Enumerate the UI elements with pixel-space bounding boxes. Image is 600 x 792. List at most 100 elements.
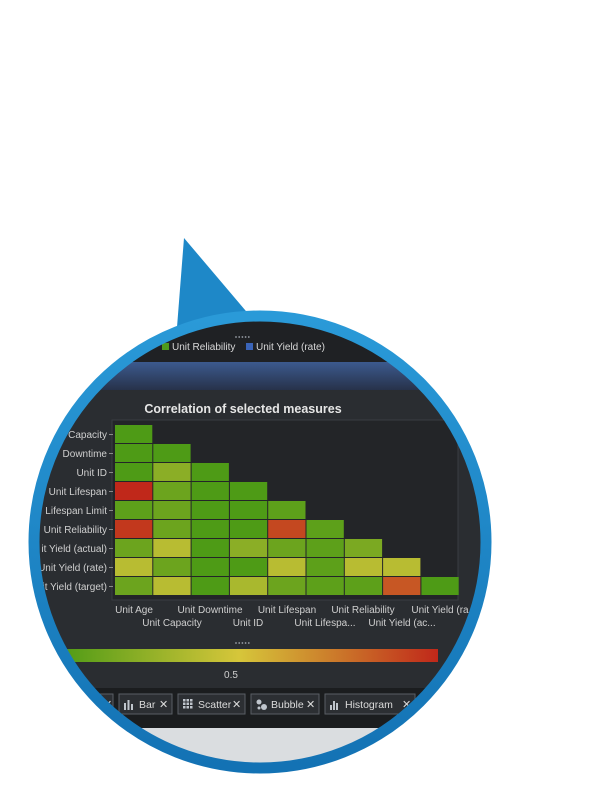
heatmap-cell[interactable]: [229, 482, 268, 500]
heatmap-cell[interactable]: [153, 501, 191, 519]
x-axis-label: Unit Lifespa...: [294, 618, 355, 629]
heatmap-cell[interactable]: [344, 558, 383, 576]
toolbar-tab-scatter[interactable]: Scatter ✕: [177, 693, 246, 715]
chart-title: Correlation of selected measures: [144, 402, 341, 416]
x-axis-label: Unit Downtime: [177, 605, 242, 616]
heatmap-cell[interactable]: [191, 558, 229, 576]
toolbar-tab-bubble[interactable]: Bubble ✕: [250, 693, 320, 715]
heatmap-cell[interactable]: [344, 539, 383, 557]
heatmap-cell[interactable]: [421, 577, 459, 595]
x-axis-label: Unit Lifespan: [258, 605, 316, 616]
x-axis-labels: Unit Age Unit Downtime Unit Lifespan Unit R…: [115, 605, 469, 629]
heatmap-cell[interactable]: [383, 577, 421, 595]
heatmap-cell[interactable]: [229, 501, 268, 519]
y-axis-label: Downtime: [63, 449, 108, 460]
y-axis-label: Unit Yield (rate): [38, 563, 107, 574]
close-icon[interactable]: ✕: [159, 699, 168, 711]
heatmap-cell[interactable]: [268, 520, 306, 538]
heatmap-cell[interactable]: [153, 482, 191, 500]
heatmap-cell[interactable]: [229, 558, 268, 576]
y-axis-labels: Capacity Downtime Unit ID Unit Lifespan Life…: [38, 430, 113, 593]
y-axis-label: Unit Reliability: [44, 525, 107, 536]
heatmap-cell[interactable]: [229, 539, 268, 557]
heatmap-cell[interactable]: [191, 463, 229, 481]
heatmap-cell[interactable]: [153, 558, 191, 576]
grip-dot: [241, 642, 244, 644]
x-axis-label: Unit Reliability: [331, 605, 394, 616]
magnified-ui: Unit Reliability Unit Yield (rate) Corre…: [38, 320, 482, 764]
heatmap-cell[interactable]: [153, 577, 191, 595]
grip-dot: [235, 642, 237, 644]
heatmap-cells: [115, 425, 459, 595]
heatmap-cell[interactable]: [191, 482, 229, 500]
y-axis-label: Unit ID: [76, 468, 107, 479]
heatmap-cell[interactable]: [268, 577, 306, 595]
resize-grip-mid[interactable]: [235, 642, 250, 644]
bar-chart-icon: [124, 700, 133, 710]
heatmap-cell[interactable]: [306, 520, 344, 538]
magnifier-ring: [28, 310, 492, 774]
heatmap-cell[interactable]: [229, 520, 268, 538]
heatmap-cell[interactable]: [115, 520, 153, 538]
toolbar-tab-label: Histogram: [345, 699, 393, 711]
grip-dot: [235, 336, 237, 338]
grip-dot: [247, 336, 250, 338]
y-axis-label: Capacity: [68, 430, 107, 441]
heatmap-cell[interactable]: [383, 558, 421, 576]
grip-dot: [241, 336, 244, 338]
close-icon[interactable]: ✕: [306, 699, 315, 711]
x-axis-label: Unit Yield (ac...: [368, 618, 435, 629]
toolbar-tab-histogram[interactable]: Histogram ✕: [324, 693, 416, 715]
heatmap-cell[interactable]: [306, 558, 344, 576]
heatmap-cell[interactable]: [153, 444, 191, 462]
heatmap-cell[interactable]: [153, 463, 191, 481]
heatmap-cell[interactable]: [115, 463, 153, 481]
heatmap-cell[interactable]: [268, 501, 306, 519]
heatmap-cell[interactable]: [191, 520, 229, 538]
heatmap-cell[interactable]: [344, 577, 383, 595]
heatmap-cell[interactable]: [153, 520, 191, 538]
heatmap-cell[interactable]: [153, 539, 191, 557]
legend-swatch-reliability: [162, 343, 169, 350]
heatmap-cell[interactable]: [115, 577, 153, 595]
color-scale-tick-label: 0.5: [224, 670, 238, 681]
y-axis-label: Lifespan Limit: [45, 506, 107, 517]
heatmap-cell[interactable]: [306, 577, 344, 595]
grip-dot: [247, 642, 250, 644]
legend-swatch-yield-rate: [246, 343, 253, 350]
heatmap-cell[interactable]: [115, 501, 153, 519]
heatmap-cell[interactable]: [191, 577, 229, 595]
heatmap-cell[interactable]: [191, 539, 229, 557]
toolbar-tab-bar[interactable]: Bar ✕: [118, 693, 173, 715]
heatmap-cell[interactable]: [115, 444, 153, 462]
grip-dot: [244, 642, 247, 644]
heatmap-cell[interactable]: [115, 482, 153, 500]
y-axis-label: Unit Lifespan: [49, 487, 107, 498]
heatmap-cell[interactable]: [306, 539, 344, 557]
x-axis-label: Unit Yield (ra: [411, 605, 469, 616]
heatmap-cell[interactable]: [115, 425, 153, 443]
resize-grip-top[interactable]: [235, 336, 250, 338]
color-scale-bar: [40, 649, 438, 662]
heatmap-cell[interactable]: [115, 539, 153, 557]
toolbar-tab-label: Bar: [139, 699, 156, 711]
legend-strip: [38, 320, 482, 362]
bubble-icon: [256, 699, 267, 710]
heatmap-cell[interactable]: [115, 558, 153, 576]
x-axis-label: Unit ID: [233, 618, 264, 629]
heatmap-cell[interactable]: [191, 501, 229, 519]
heatmap-cell[interactable]: [268, 558, 306, 576]
close-icon[interactable]: ✕: [402, 699, 411, 711]
toolbar-tab-label: Scatter: [198, 699, 232, 711]
y-axis-label: it Yield (target): [43, 582, 107, 593]
grip-dot: [238, 642, 241, 644]
toolbar-tab-label: Bubble: [271, 699, 304, 711]
y-axis-label: it Yield (actual): [41, 544, 107, 555]
close-icon[interactable]: ✕: [232, 699, 241, 711]
legend-label-reliability: Unit Reliability: [172, 342, 235, 353]
heatmap-cell[interactable]: [229, 577, 268, 595]
x-axis-label: Unit Age: [115, 605, 153, 616]
grip-dot: [238, 336, 241, 338]
heatmap-cell[interactable]: [268, 539, 306, 557]
